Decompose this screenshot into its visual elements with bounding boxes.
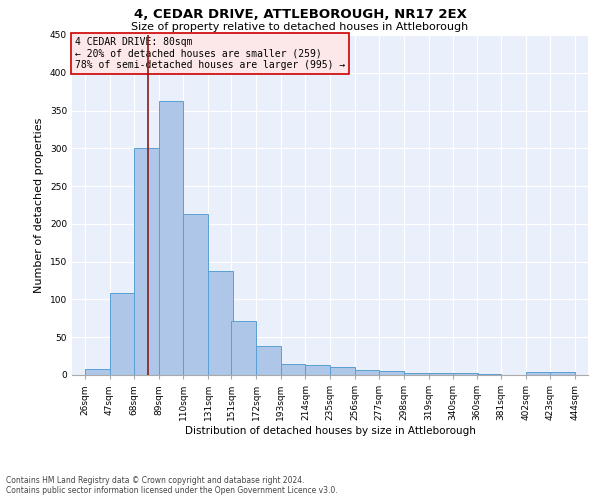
Bar <box>305 365 330 375</box>
Bar <box>355 370 379 375</box>
Text: Contains HM Land Registry data © Crown copyright and database right 2024.
Contai: Contains HM Land Registry data © Crown c… <box>6 476 338 495</box>
Text: 4, CEDAR DRIVE, ATTLEBOROUGH, NR17 2EX: 4, CEDAR DRIVE, ATTLEBOROUGH, NR17 2EX <box>134 8 466 20</box>
Bar <box>184 214 208 375</box>
Bar <box>85 369 110 375</box>
Bar <box>428 374 453 375</box>
Bar <box>256 346 281 375</box>
Bar <box>330 368 355 375</box>
Bar <box>453 374 478 375</box>
Bar <box>281 364 305 375</box>
Bar <box>134 148 159 375</box>
Text: 4 CEDAR DRIVE: 80sqm
← 20% of detached houses are smaller (259)
78% of semi-deta: 4 CEDAR DRIVE: 80sqm ← 20% of detached h… <box>74 36 345 70</box>
Bar <box>159 102 184 375</box>
Bar <box>526 372 550 375</box>
Bar <box>110 294 134 375</box>
X-axis label: Distribution of detached houses by size in Attleborough: Distribution of detached houses by size … <box>185 426 475 436</box>
Bar <box>232 322 256 375</box>
Bar <box>208 272 233 375</box>
Bar <box>476 374 501 375</box>
Y-axis label: Number of detached properties: Number of detached properties <box>34 118 44 292</box>
Bar <box>550 372 575 375</box>
Bar <box>404 374 428 375</box>
Text: Size of property relative to detached houses in Attleborough: Size of property relative to detached ho… <box>131 22 469 32</box>
Bar <box>379 371 404 375</box>
